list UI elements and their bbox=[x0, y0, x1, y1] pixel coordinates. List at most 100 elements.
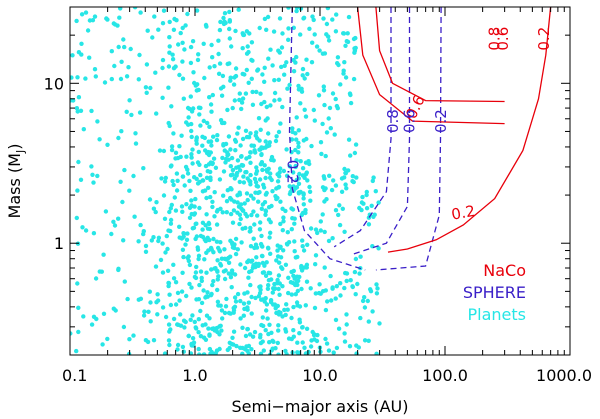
planet-point bbox=[243, 333, 249, 339]
planet-point bbox=[174, 171, 180, 176]
contour-level-label: 0.2 bbox=[283, 160, 301, 184]
planet-point bbox=[352, 50, 357, 55]
planet-point bbox=[323, 336, 328, 342]
planet-point bbox=[168, 206, 173, 211]
planet-point bbox=[223, 160, 228, 165]
planet-point bbox=[270, 63, 275, 68]
legend-item-planets: Planets bbox=[468, 305, 527, 324]
planet-point bbox=[221, 15, 226, 21]
planet-point bbox=[175, 178, 180, 183]
planet-point bbox=[204, 313, 210, 318]
planet-point bbox=[304, 326, 310, 331]
planet-point bbox=[155, 292, 160, 297]
planet-point bbox=[79, 41, 84, 46]
planet-point bbox=[200, 143, 205, 148]
planet-point bbox=[111, 306, 117, 311]
planet-point bbox=[257, 227, 263, 232]
planet-point bbox=[138, 10, 143, 15]
planet-point bbox=[209, 143, 214, 148]
planet-point bbox=[163, 250, 168, 255]
planet-point bbox=[305, 71, 310, 77]
planet-point bbox=[179, 133, 184, 138]
planet-point bbox=[293, 131, 298, 136]
planet-point bbox=[81, 127, 87, 132]
planet-point bbox=[148, 319, 153, 324]
planet-point bbox=[227, 9, 232, 15]
planet-point bbox=[357, 205, 362, 211]
planet-point bbox=[201, 41, 206, 46]
planet-point bbox=[352, 150, 358, 156]
planet-point bbox=[210, 204, 215, 210]
planet-point bbox=[312, 305, 318, 311]
planet-point bbox=[257, 177, 263, 182]
planet-point bbox=[211, 156, 217, 161]
planet-point bbox=[290, 126, 295, 131]
planet-point bbox=[229, 285, 234, 290]
planet-point bbox=[207, 65, 212, 70]
planet-point bbox=[173, 64, 178, 69]
planet-point bbox=[251, 196, 256, 201]
planet-point bbox=[251, 209, 256, 214]
planet-point bbox=[344, 278, 349, 284]
planet-point bbox=[189, 128, 194, 134]
planet-point bbox=[252, 148, 257, 153]
planet-point bbox=[282, 63, 287, 68]
planet-point bbox=[226, 260, 232, 265]
planet-point bbox=[257, 138, 262, 143]
planet-point bbox=[189, 152, 194, 157]
planet-point bbox=[215, 258, 220, 263]
planet-point bbox=[166, 338, 172, 343]
planet-point bbox=[323, 307, 329, 313]
planet-point bbox=[318, 228, 323, 233]
planet-point bbox=[220, 155, 225, 161]
planet-point bbox=[262, 16, 268, 22]
planet-point bbox=[231, 329, 237, 334]
planet-point bbox=[342, 285, 347, 291]
contour-level-label: 0.8 bbox=[384, 109, 402, 133]
planet-point bbox=[338, 281, 343, 286]
planet-point bbox=[217, 346, 222, 352]
planet-point bbox=[341, 68, 346, 73]
planet-point bbox=[196, 149, 201, 155]
planet-point bbox=[294, 185, 300, 190]
planet-point bbox=[208, 102, 214, 107]
planet-point bbox=[143, 338, 149, 343]
planet-point bbox=[330, 17, 335, 22]
planet-point bbox=[286, 240, 292, 245]
planet-point bbox=[253, 180, 259, 185]
planet-point bbox=[173, 208, 179, 213]
planet-point bbox=[301, 15, 307, 20]
planet-point bbox=[276, 77, 281, 83]
planet-point bbox=[262, 163, 267, 168]
x-tick-label: 1.0 bbox=[182, 366, 207, 385]
planet-point bbox=[312, 118, 317, 123]
planet-point bbox=[208, 245, 214, 251]
planet-point bbox=[236, 7, 241, 12]
planet-point bbox=[296, 278, 301, 283]
planet-point bbox=[271, 339, 276, 344]
planet-point bbox=[244, 67, 249, 73]
planet-point bbox=[189, 285, 194, 290]
planet-point bbox=[172, 195, 177, 200]
planet-point bbox=[232, 137, 238, 143]
planet-point bbox=[180, 209, 185, 214]
contour-level-label: 0.2 bbox=[450, 202, 477, 224]
planet-point bbox=[198, 233, 204, 239]
planet-point bbox=[348, 278, 353, 283]
planet-point bbox=[360, 194, 365, 200]
planet-point bbox=[248, 244, 254, 249]
planet-point bbox=[239, 154, 244, 159]
planet-point bbox=[193, 270, 199, 275]
planet-point bbox=[240, 136, 246, 142]
planet-point bbox=[231, 82, 237, 87]
planet-point bbox=[266, 270, 271, 275]
planet-point bbox=[166, 85, 171, 90]
planet-point bbox=[299, 89, 305, 94]
planet-point bbox=[333, 183, 339, 188]
planet-point bbox=[258, 332, 263, 338]
planet-point bbox=[166, 228, 171, 233]
planet-point bbox=[266, 205, 272, 210]
planet-point bbox=[301, 138, 306, 143]
planet-point bbox=[294, 115, 299, 120]
legend-item-naco: NaCo bbox=[483, 261, 526, 280]
